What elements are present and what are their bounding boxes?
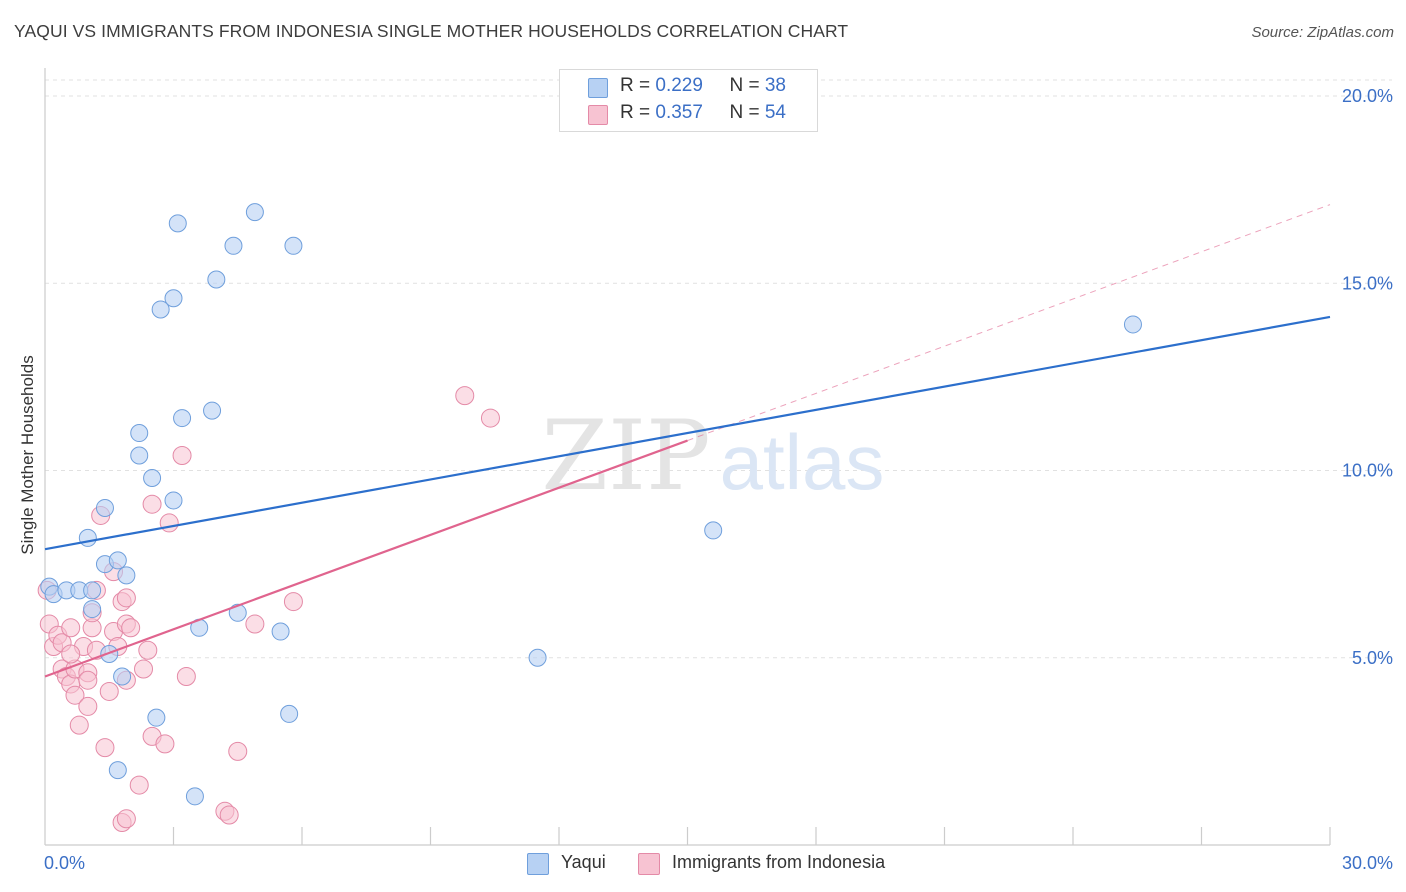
- data-point-indonesia: [283, 592, 303, 612]
- legend-n-value: 54: [764, 102, 786, 123]
- data-point-indonesia: [228, 741, 248, 761]
- trend-lines: [44, 204, 1331, 678]
- data-point-yaqui: [95, 498, 114, 517]
- data-point-yaqui: [280, 704, 299, 723]
- y-axis-title: Single Mother Households: [18, 355, 37, 555]
- trend-line-indonesia: [44, 439, 688, 678]
- data-point-indonesia: [129, 775, 149, 795]
- data-point-yaqui: [143, 468, 162, 487]
- data-point-indonesia: [455, 386, 475, 406]
- data-point-yaqui: [164, 289, 183, 308]
- data-point-yaqui: [168, 214, 187, 233]
- data-point-yaqui: [108, 761, 127, 780]
- data-point-indonesia: [116, 809, 136, 829]
- data-point-yaqui: [130, 424, 149, 443]
- data-point-indonesia: [65, 685, 85, 705]
- stats-legend: R = 0.229 N = 38 R = 0.357 N = 54: [559, 69, 818, 132]
- data-point-indonesia: [159, 513, 179, 533]
- axes: [44, 68, 1331, 846]
- data-point-yaqui: [207, 270, 226, 289]
- data-point-indonesia: [480, 408, 500, 428]
- data-point-yaqui: [78, 528, 97, 547]
- data-point-yaqui: [1123, 315, 1142, 334]
- data-point-yaqui: [245, 203, 264, 222]
- y-tick-label: 20.0%: [1342, 86, 1393, 106]
- watermark-zip: ZIP: [541, 400, 710, 512]
- data-point-indonesia: [219, 805, 239, 825]
- data-point-indonesia: [61, 618, 81, 638]
- legend-n-value: 38: [764, 75, 786, 96]
- data-point-indonesia: [176, 666, 196, 686]
- data-point-yaqui: [528, 648, 547, 667]
- data-point-indonesia: [121, 618, 141, 638]
- data-point-yaqui: [203, 401, 222, 420]
- data-point-yaqui: [83, 600, 102, 619]
- data-point-indonesia: [95, 738, 115, 758]
- data-point-yaqui: [83, 581, 102, 600]
- x-tick-label: 0.0%: [44, 853, 85, 873]
- data-point-yaqui: [108, 551, 127, 570]
- data-point-yaqui: [164, 491, 183, 510]
- data-point-indonesia: [134, 659, 154, 679]
- data-point-yaqui: [271, 622, 290, 641]
- data-point-indonesia: [142, 494, 162, 514]
- data-point-indonesia: [78, 670, 98, 690]
- x-tick-label: 30.0%: [1342, 853, 1393, 873]
- trend-extension-indonesia: [687, 204, 1331, 442]
- series-yaqui-points: [40, 203, 1142, 806]
- legend-r-value: 0.357: [655, 102, 703, 123]
- series-indonesia-points: [37, 386, 500, 833]
- data-point-indonesia: [61, 644, 81, 664]
- legend-swatch-indonesia: [638, 853, 660, 875]
- trend-line-yaqui: [44, 315, 1331, 551]
- data-point-indonesia: [245, 614, 265, 634]
- legend-n-label: N =: [729, 102, 765, 123]
- data-point-yaqui: [185, 787, 204, 806]
- data-point-indonesia: [116, 588, 136, 608]
- data-point-yaqui: [228, 603, 247, 622]
- y-tick-label: 10.0%: [1342, 461, 1393, 481]
- data-point-yaqui: [173, 409, 192, 428]
- data-point-indonesia: [155, 734, 175, 754]
- grid: [45, 79, 1392, 659]
- data-point-yaqui: [147, 708, 166, 727]
- data-point-yaqui: [130, 446, 149, 465]
- source-label: Source: ZipAtlas.com: [1251, 24, 1394, 41]
- data-point-indonesia: [69, 715, 89, 735]
- y-tick-label: 15.0%: [1342, 273, 1393, 293]
- legend-r-value: 0.229: [655, 75, 703, 96]
- legend-label-indonesia: Immigrants from Indonesia: [672, 852, 886, 872]
- legend-n-label: N =: [729, 75, 765, 96]
- data-point-indonesia: [99, 681, 119, 701]
- data-point-indonesia: [172, 446, 192, 466]
- data-point-yaqui: [151, 300, 170, 319]
- legend-swatch-yaqui: [527, 853, 549, 875]
- watermark-atlas: atlas: [720, 418, 885, 506]
- legend-r-label: R =: [620, 75, 656, 96]
- data-point-indonesia: [138, 640, 158, 660]
- tick-labels: 5.0% 10.0% 15.0% 20.0% 0.0% 30.0%: [44, 86, 1393, 873]
- chart-title: YAQUI VS IMMIGRANTS FROM INDONESIA SINGL…: [14, 21, 849, 41]
- data-point-yaqui: [113, 667, 132, 686]
- data-point-yaqui: [117, 566, 136, 585]
- data-point-yaqui: [224, 236, 243, 255]
- legend-swatch-indonesia: [588, 105, 608, 125]
- data-point-yaqui: [704, 521, 723, 540]
- data-point-indonesia: [78, 696, 98, 716]
- legend-r-label: R =: [620, 102, 656, 123]
- data-point-yaqui: [284, 236, 303, 255]
- legend-label-yaqui: Yaqui: [561, 852, 606, 872]
- y-tick-label: 5.0%: [1352, 648, 1393, 668]
- legend-swatch-yaqui: [588, 78, 608, 98]
